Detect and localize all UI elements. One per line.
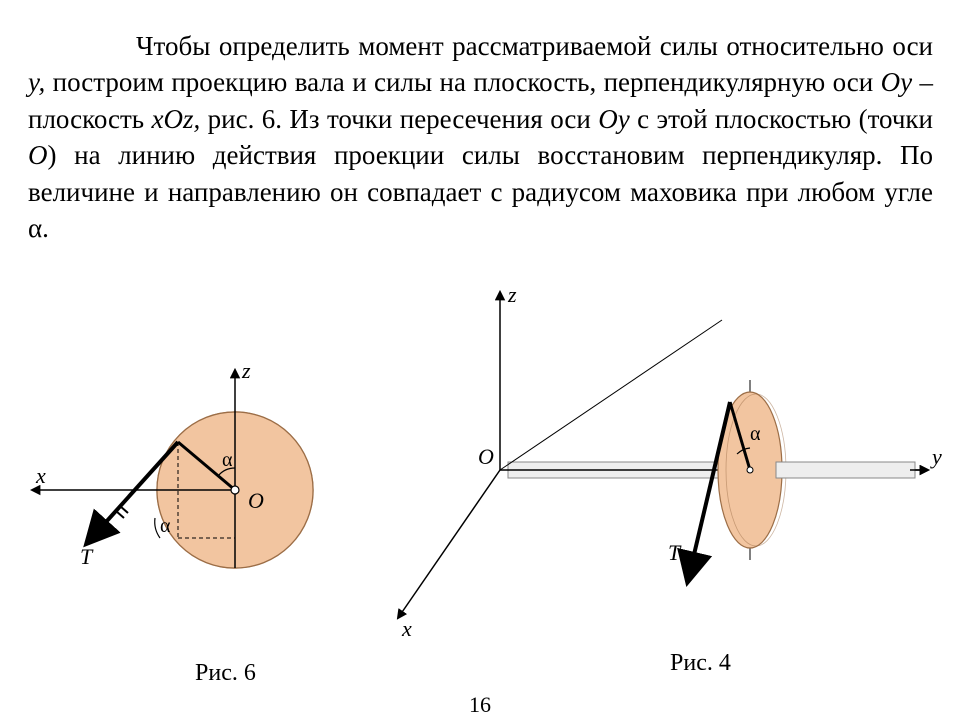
figure-6: x z O T α α Рис. 6 — [20, 350, 370, 640]
perp-tick-1 — [116, 511, 124, 518]
center-point — [231, 486, 239, 494]
label-z: z — [507, 282, 517, 307]
label-alpha-2: α — [160, 515, 171, 537]
perp-tick-2 — [120, 506, 128, 513]
disk-center — [747, 467, 753, 473]
label-y: y — [930, 444, 942, 469]
label-alpha: α — [750, 423, 761, 445]
paragraph: Чтобы определить момент рассматриваемой … — [28, 28, 933, 247]
figure-4: z y x O T α Рис. 4 — [380, 280, 950, 680]
label-O: O — [478, 444, 494, 469]
perspective-line — [500, 320, 722, 470]
page-number: 16 — [0, 692, 960, 718]
label-O: O — [248, 488, 264, 513]
figure-6-caption: Рис. 6 — [195, 660, 256, 687]
label-x: x — [401, 616, 412, 640]
axis-x — [398, 470, 500, 618]
figures-region: x z O T α α Рис. 6 — [0, 280, 960, 700]
label-T: T — [80, 544, 94, 569]
figure-4-caption: Рис. 4 — [670, 650, 731, 677]
label-z: z — [241, 358, 251, 383]
shaft-front — [776, 462, 915, 478]
label-alpha-1: α — [222, 449, 233, 471]
label-x: x — [35, 463, 46, 488]
label-T: T — [668, 540, 682, 565]
